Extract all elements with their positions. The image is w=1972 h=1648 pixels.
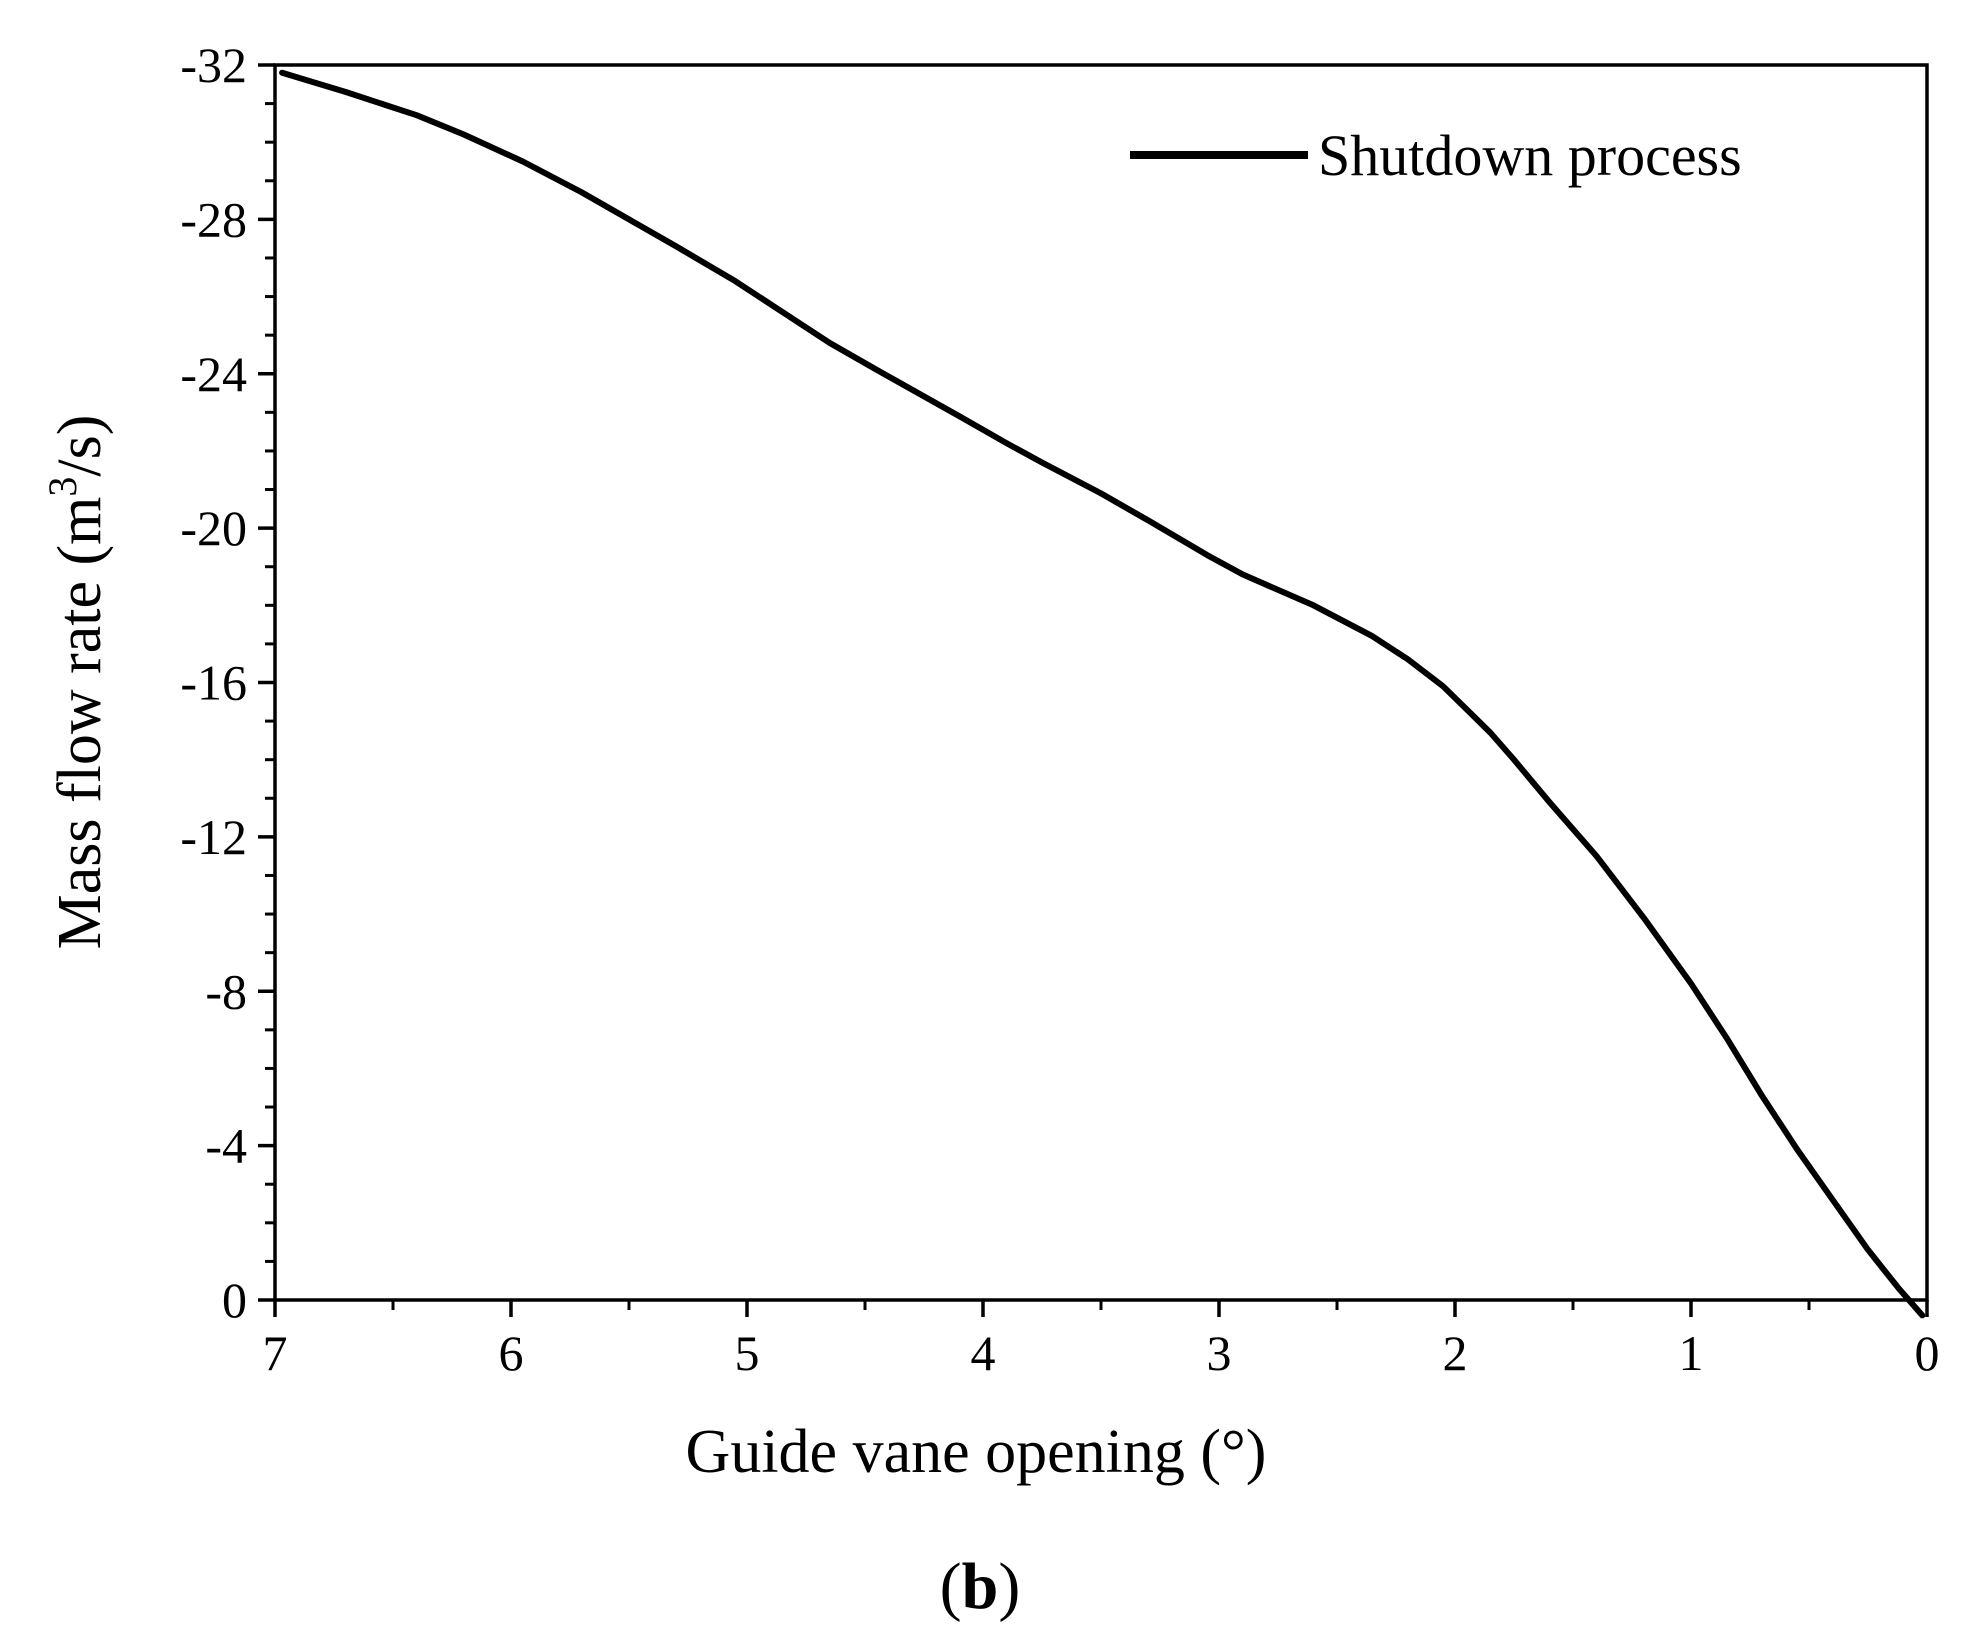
x-tick-label: 2 [1443,1325,1468,1381]
y-axis-title-superscript: 3 [40,477,85,497]
panel-label: (b) [940,1550,1021,1623]
x-axis-title: Guide vane opening (°) [686,1418,1267,1486]
series-line-0 [279,69,1926,1319]
svg-text:Mass flow rate (m3/s): Mass flow rate (m3/s) [40,415,114,950]
panel-label-open-paren: ( [940,1550,962,1623]
legend: Shutdown process [1130,123,1742,188]
y-tick-label: -20 [180,500,247,556]
y-tick-label: -32 [180,37,247,93]
panel-label-letter: b [962,1550,999,1623]
x-tick-label: 1 [1679,1325,1704,1381]
y-tick-label: -24 [180,346,247,402]
y-tick-label: -16 [180,655,247,711]
legend-label-shutdown-process: Shutdown process [1318,123,1742,188]
y-tick-label: -4 [205,1118,247,1174]
panel-label-close-paren: ) [998,1550,1020,1623]
y-axis-title-tail: /s) [46,415,114,477]
y-axis-title: Mass flow rate (m3/s) [40,415,114,950]
x-tick-label: 0 [1915,1325,1940,1381]
series-layer [279,69,1926,1319]
x-tick-label: 4 [971,1325,996,1381]
plot-frame [273,63,1929,1302]
y-tick-label: -12 [180,809,247,865]
x-tick-label: 5 [735,1325,760,1381]
x-tick-label: 7 [263,1325,288,1381]
y-tick-label: -28 [180,191,247,247]
x-tick-label: 6 [499,1325,524,1381]
y-axis-title-main: Mass flow rate (m [46,497,114,950]
y-tick-label: -8 [205,963,247,1019]
y-axis-ticks: -32 -28 -24 -20 -16 -12 -8 -4 0 [180,37,275,1328]
x-tick-label: 3 [1207,1325,1232,1381]
y-tick-label: 0 [222,1272,247,1328]
x-axis-ticks: 7 6 5 4 3 2 1 0 [263,1300,1940,1381]
